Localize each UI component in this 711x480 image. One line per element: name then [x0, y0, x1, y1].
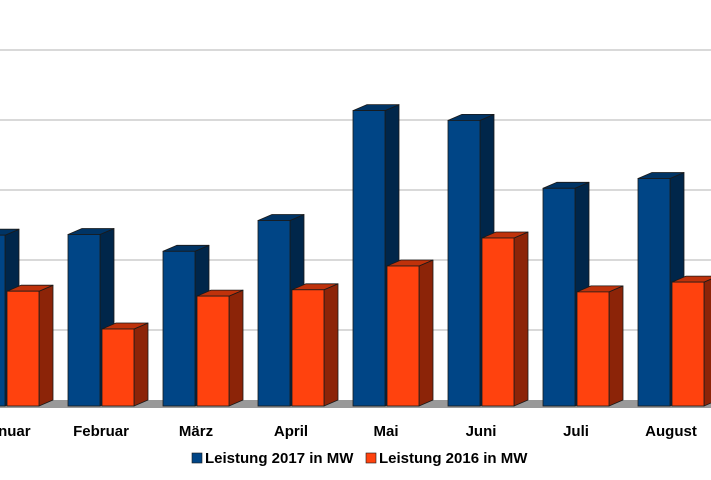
x-tick-label: Juli — [563, 423, 589, 440]
bar-2016-januar — [6, 284, 54, 407]
bar-2016-juni — [481, 231, 529, 407]
x-tick-label: Februar — [73, 423, 129, 440]
x-tick-label: August — [645, 423, 697, 440]
bar-2016-juli — [576, 285, 624, 407]
bar-2016-august — [671, 275, 711, 407]
x-tick-label: Mai — [373, 423, 398, 440]
x-tick-label: Januar — [0, 423, 31, 440]
bar-2016-märz — [196, 289, 244, 407]
x-tick-label: März — [179, 423, 213, 440]
bar-2016-april — [291, 283, 339, 407]
bars — [0, 104, 711, 407]
bar-2017-mai — [352, 104, 400, 407]
x-tick-label: Juni — [466, 423, 497, 440]
legend-item: Leistung 2017 in MW — [191, 450, 354, 467]
legend-item: Leistung 2016 in MW — [365, 450, 528, 467]
legend-swatch — [191, 452, 203, 464]
bar-2016-mai — [386, 259, 434, 407]
legend-label: Leistung 2016 in MW — [379, 450, 528, 467]
legend-label: Leistung 2017 in MW — [205, 450, 354, 467]
x-axis-tick-labels: JanuarFebruarMärzAprilMaiJuniJuliAugustS… — [0, 423, 697, 440]
legend-swatch — [365, 452, 377, 464]
bar-2016-februar — [101, 322, 149, 407]
x-tick-label: April — [274, 423, 308, 440]
legend: Leistung 2017 in MW Leistung 2016 in MW — [191, 450, 528, 467]
